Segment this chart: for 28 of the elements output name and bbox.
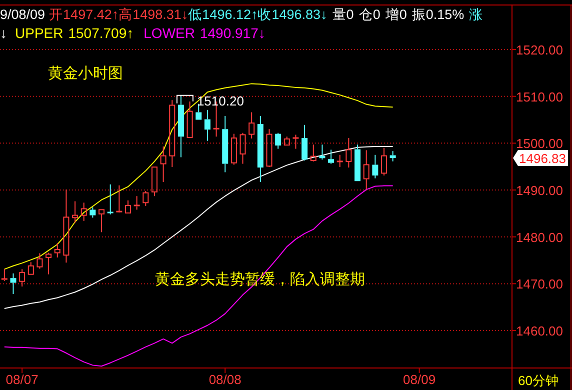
text: 振0.15% [412,7,464,22]
text: 9/08/09 [0,7,46,22]
text: 收1496.83↓ [258,7,328,22]
x-tick-label: 08/08 [208,372,242,387]
x-tick-label: 08/09 [403,372,436,387]
text: UPPER [15,25,64,41]
text: 增0 [385,7,407,22]
y-tick-label: 1470.00 [516,276,563,292]
text: 开1497.42↑ [49,7,119,22]
y-tick-label: 1490.00 [516,183,563,198]
text: 黄金小时图 [48,65,123,82]
text: 60分钟 [518,373,558,388]
text: 量0 [332,7,354,22]
x-tick-label: 08/07 [6,372,38,387]
text: ↓ [0,25,7,41]
y-tick-label: 1500.00 [516,136,563,152]
price-tag: 1496.83 [513,150,568,166]
text: 1507.709↑ [68,25,134,41]
y-tick-label: 1480.00 [516,230,563,245]
text: 低1496.12↑ [188,7,258,22]
text: 高1498.31↓ [118,7,188,22]
y-tick-label: 1460.00 [516,324,563,339]
y-tick-label: 1520.00 [516,42,563,58]
y-tick-label: 1510.00 [516,89,563,104]
text: 涨 [469,7,484,22]
text: 仓0 [358,7,380,22]
text: 1490.917↓ [200,25,266,41]
text: LOWER [144,25,195,41]
